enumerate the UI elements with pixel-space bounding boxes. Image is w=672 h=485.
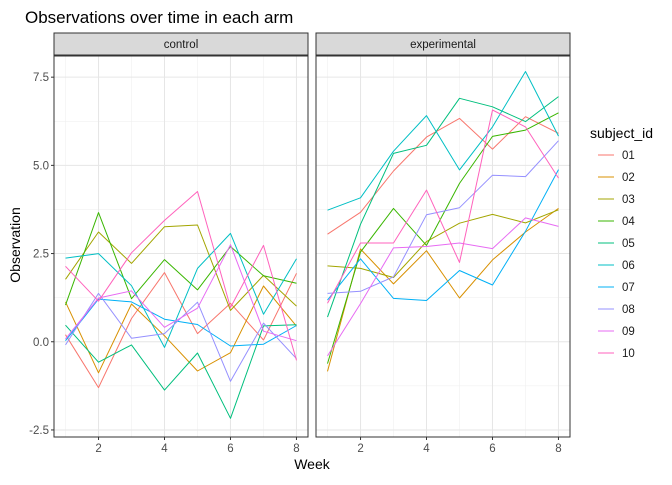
legend-label-04: 04: [622, 216, 635, 228]
legend-item-06: 06: [598, 260, 635, 272]
legend-item-03: 03: [598, 194, 635, 206]
series-line-control-10: [65, 191, 297, 361]
legend-label-08: 08: [622, 304, 635, 316]
legend-item-05: 05: [598, 238, 635, 250]
series-line-control-02: [65, 285, 297, 374]
y-tick-label: 0.0: [33, 337, 49, 349]
legend-label-07: 07: [622, 282, 635, 294]
x-tick-label: 8: [555, 443, 561, 455]
series-line-control-03: [65, 224, 297, 311]
series-line-control-06: [65, 232, 297, 348]
series-line-control-01: [65, 272, 297, 389]
x-tick-label: 8: [293, 443, 299, 455]
plot-background: [54, 56, 308, 437]
x-axis-label: Week: [294, 456, 331, 472]
legend: subject_id 01 02 03 04 05 06 07 08 09 10: [590, 125, 653, 360]
series-line-experimental-04: [327, 112, 559, 364]
legend-label-06: 06: [622, 260, 635, 272]
facet-strip: [53, 32, 309, 56]
legend-item-09: 09: [598, 326, 635, 338]
y-tick-label: 7.5: [33, 72, 49, 84]
y-tick-label: -2.5: [29, 425, 49, 437]
legend-item-01: 01: [598, 150, 635, 162]
panels-group: control 2 4 6 8 -2.5 0.0 2.5 5.0 7.5 experimental 2…: [29, 32, 571, 455]
legend-item-07: 07: [598, 282, 635, 294]
series-line-experimental-07: [327, 169, 559, 301]
y-tick-label: 2.5: [33, 249, 49, 261]
facet-strip-label: experimental: [410, 39, 476, 51]
x-tick-label: 2: [357, 443, 363, 455]
legend-label-09: 09: [622, 326, 635, 338]
series-line-experimental-03: [327, 209, 559, 278]
y-axis-label: Observation: [7, 207, 23, 282]
legend-item-08: 08: [598, 304, 635, 316]
x-tick-label: 6: [227, 443, 233, 455]
series-line-experimental-06: [327, 71, 559, 211]
legend-item-04: 04: [598, 216, 635, 228]
series-line-experimental-08: [327, 140, 559, 294]
legend-item-10: 10: [598, 348, 635, 360]
series-line-experimental-05: [327, 96, 559, 318]
legend-label-10: 10: [622, 348, 635, 360]
series-line-control-07: [65, 298, 297, 347]
x-tick-label: 4: [161, 443, 168, 455]
series-line-experimental-09: [327, 217, 559, 357]
series-line-control-04: [65, 212, 297, 306]
legend-label-03: 03: [622, 194, 635, 206]
series-line-experimental-02: [327, 207, 559, 372]
series-line-control-09: [65, 244, 297, 342]
chart-title: Observations over time in each arm: [25, 8, 293, 27]
legend-item-02: 02: [598, 172, 635, 184]
series-line-experimental-10: [327, 109, 559, 304]
legend-title: subject_id: [590, 125, 653, 141]
x-tick-label: 6: [489, 443, 495, 455]
legend-items: 01 02 03 04 05 06 07 08 09 10: [598, 150, 635, 360]
series-line-control-05: [65, 324, 297, 419]
panel-control: control 2 4 6 8 -2.5 0.0 2.5 5.0 7.5: [29, 32, 309, 455]
facet-strip-label: control: [164, 39, 199, 51]
x-tick-label: 4: [423, 443, 430, 455]
panel-experimental: experimental 2 4 6 8: [315, 32, 571, 455]
plot-background: [316, 56, 570, 437]
x-tick-label: 2: [95, 443, 101, 455]
y-tick-label: 5.0: [33, 160, 49, 172]
legend-label-05: 05: [622, 238, 635, 250]
panel-border: [53, 55, 309, 438]
series-line-experimental-01: [327, 116, 559, 235]
legend-label-02: 02: [622, 172, 635, 184]
panel-border: [315, 55, 571, 438]
legend-label-01: 01: [622, 150, 635, 162]
facet-strip: [315, 32, 571, 56]
